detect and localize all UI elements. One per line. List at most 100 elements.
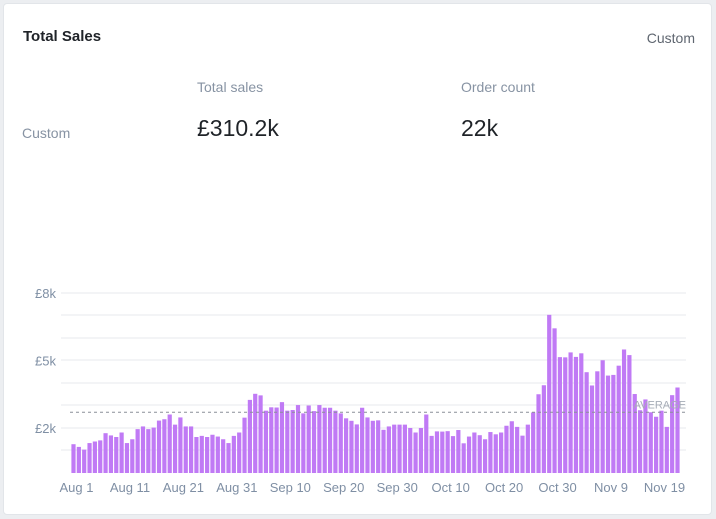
bar[interactable] <box>418 428 424 473</box>
bar[interactable] <box>317 405 322 473</box>
bar[interactable] <box>263 410 269 473</box>
bar[interactable] <box>461 443 466 473</box>
bar[interactable] <box>290 410 295 473</box>
bar[interactable] <box>151 427 156 473</box>
bar[interactable] <box>103 433 108 473</box>
bar[interactable] <box>226 443 231 473</box>
bar[interactable] <box>199 435 204 474</box>
bar[interactable] <box>135 429 140 474</box>
bar[interactable] <box>295 405 301 473</box>
bar[interactable] <box>285 410 290 473</box>
bar[interactable] <box>365 417 370 473</box>
bar[interactable] <box>402 424 407 474</box>
bar[interactable] <box>434 431 440 474</box>
bar[interactable] <box>466 436 472 473</box>
bar[interactable] <box>210 434 215 473</box>
bar[interactable] <box>370 420 375 473</box>
bar[interactable] <box>221 439 226 473</box>
bar[interactable] <box>499 432 504 474</box>
bar[interactable] <box>563 357 568 473</box>
bar[interactable] <box>146 429 151 474</box>
bar[interactable] <box>205 437 210 473</box>
bar[interactable] <box>605 375 611 473</box>
bar[interactable] <box>552 328 557 473</box>
bar[interactable] <box>536 394 541 473</box>
bar[interactable] <box>637 410 643 473</box>
bar[interactable] <box>675 387 680 474</box>
bar[interactable] <box>338 413 343 474</box>
bar[interactable] <box>376 420 381 473</box>
bar[interactable] <box>392 424 397 474</box>
bar[interactable] <box>253 393 258 473</box>
date-range-label[interactable]: Custom <box>646 30 695 46</box>
bar[interactable] <box>306 405 311 474</box>
bar[interactable] <box>472 432 477 474</box>
bar[interactable] <box>520 435 525 473</box>
bar[interactable] <box>247 399 252 474</box>
bar[interactable] <box>172 424 178 474</box>
bar[interactable] <box>611 374 616 473</box>
bar[interactable] <box>654 416 659 473</box>
bar[interactable] <box>167 414 172 474</box>
bar[interactable] <box>456 430 461 473</box>
bar[interactable] <box>621 349 627 473</box>
bar[interactable] <box>541 385 546 473</box>
bar[interactable] <box>360 407 365 473</box>
bar[interactable] <box>114 437 119 473</box>
bar[interactable] <box>504 425 509 473</box>
bar[interactable] <box>429 435 434 474</box>
bar[interactable] <box>616 365 621 473</box>
bar[interactable] <box>327 407 333 473</box>
bar[interactable] <box>450 436 456 473</box>
bar[interactable] <box>664 426 669 474</box>
bar[interactable] <box>108 435 114 473</box>
bar[interactable] <box>274 407 279 473</box>
bar[interactable] <box>515 426 520 474</box>
bar[interactable] <box>354 424 359 473</box>
bar[interactable] <box>659 410 664 473</box>
bar[interactable] <box>632 394 637 473</box>
bar[interactable] <box>124 443 130 473</box>
bar[interactable] <box>488 432 493 473</box>
bar[interactable] <box>194 437 199 473</box>
bar[interactable] <box>493 434 498 473</box>
bar[interactable] <box>408 428 413 473</box>
bar[interactable] <box>627 355 632 473</box>
bar[interactable] <box>188 426 194 473</box>
bar[interactable] <box>557 357 563 474</box>
bar[interactable] <box>178 417 183 473</box>
bar[interactable] <box>231 435 236 474</box>
bar[interactable] <box>643 399 648 473</box>
bar[interactable] <box>311 411 317 474</box>
bar[interactable] <box>258 395 263 474</box>
bar[interactable] <box>140 426 146 473</box>
bar[interactable] <box>547 314 552 473</box>
bar[interactable] <box>322 407 327 473</box>
bar[interactable] <box>386 426 391 473</box>
bar[interactable] <box>584 372 589 473</box>
bar[interactable] <box>509 421 514 473</box>
bar[interactable] <box>279 402 285 474</box>
bar[interactable] <box>573 356 579 473</box>
bar[interactable] <box>156 420 162 473</box>
bar[interactable] <box>333 410 338 473</box>
bar[interactable] <box>344 418 349 473</box>
bar[interactable] <box>82 449 87 473</box>
bar[interactable] <box>87 443 92 473</box>
bar[interactable] <box>119 432 124 474</box>
bar[interactable] <box>130 439 135 473</box>
bar[interactable] <box>482 439 488 473</box>
bar[interactable] <box>349 420 354 473</box>
bar[interactable] <box>477 435 482 473</box>
bar[interactable] <box>71 444 76 473</box>
bar[interactable] <box>589 385 595 473</box>
bar[interactable] <box>242 417 247 473</box>
bar[interactable] <box>424 414 429 474</box>
bar[interactable] <box>301 413 306 474</box>
bar[interactable] <box>92 441 97 474</box>
bar[interactable] <box>413 432 418 474</box>
bar[interactable] <box>397 424 402 474</box>
bar[interactable] <box>531 412 536 473</box>
bar[interactable] <box>600 360 605 473</box>
bar[interactable] <box>579 353 584 473</box>
